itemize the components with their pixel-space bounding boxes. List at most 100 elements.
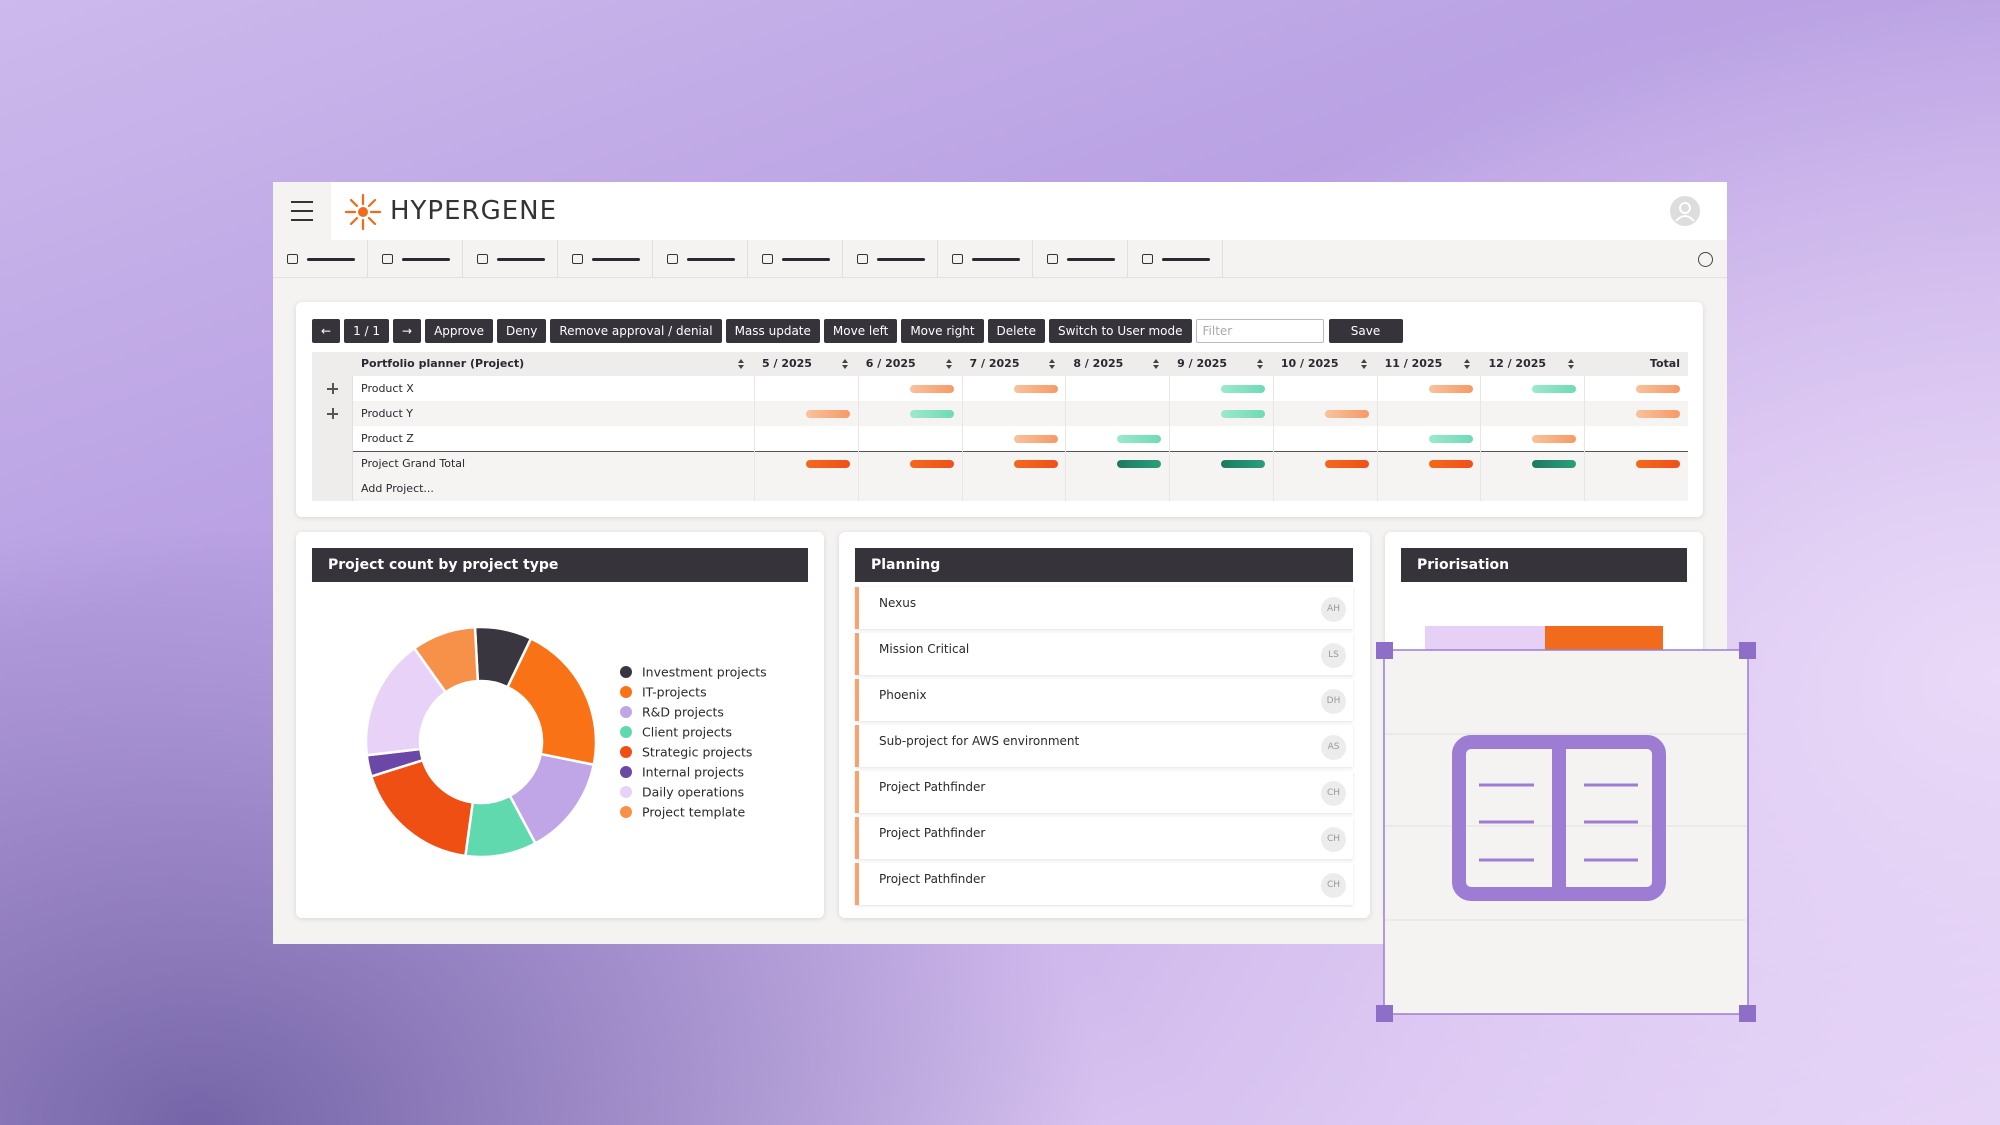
cell-divider xyxy=(1065,476,1067,501)
planning-item[interactable]: Mission Critical LS xyxy=(855,633,1353,675)
nav-label-bar xyxy=(972,258,1020,261)
gantt-bar xyxy=(1636,385,1681,393)
item-name: Project Pathfinder xyxy=(879,780,986,794)
module-nav xyxy=(273,240,1727,278)
sort-icon[interactable] xyxy=(1360,359,1367,363)
sort-icon[interactable] xyxy=(1256,365,1263,369)
item-avatar: AH xyxy=(1321,597,1346,622)
menu-button[interactable] xyxy=(273,182,331,240)
expand-icon[interactable] xyxy=(332,383,334,394)
planning-item[interactable]: Project Pathfinder CH xyxy=(855,817,1353,859)
toolbar-button[interactable]: Delete xyxy=(987,319,1045,343)
cell-divider xyxy=(754,476,755,501)
nav-icon xyxy=(382,254,393,264)
sort-icon[interactable] xyxy=(1049,365,1056,369)
sort-icon[interactable] xyxy=(1464,359,1471,363)
row-gutter xyxy=(312,451,353,476)
nav-item[interactable] xyxy=(463,240,558,278)
nav-item[interactable] xyxy=(1128,240,1223,278)
donut-chart: Investment projects IT-projects R&D projec… xyxy=(364,625,767,859)
sort-icon[interactable] xyxy=(841,365,848,369)
toolbar-button[interactable]: → xyxy=(393,319,422,343)
planning-item[interactable]: Nexus AH xyxy=(855,587,1353,629)
planner-table: Portfolio planner (Project) 5 / 2025 6 / 2… xyxy=(312,352,1688,502)
nav-label-bar xyxy=(1162,258,1210,261)
gantt-bar xyxy=(1532,460,1577,468)
cell-divider xyxy=(857,426,859,451)
nav-label-bar xyxy=(592,258,640,261)
cell-divider xyxy=(1065,401,1067,426)
sort-icon[interactable] xyxy=(1568,359,1575,363)
sort-icon[interactable] xyxy=(1256,359,1263,363)
nav-item[interactable] xyxy=(938,240,1033,278)
row-label[interactable]: Add Project... xyxy=(361,482,434,495)
column-header: 8 / 2025 xyxy=(1073,357,1124,370)
sort-icon[interactable] xyxy=(738,365,744,369)
sort-icon[interactable] xyxy=(841,359,848,363)
nav-item[interactable] xyxy=(1033,240,1128,278)
cell-divider xyxy=(1584,376,1586,401)
toolbar-button[interactable]: Mass update xyxy=(725,319,820,343)
cell-divider xyxy=(1480,426,1482,451)
nav-icon xyxy=(477,254,488,264)
user-avatar[interactable] xyxy=(1669,195,1701,227)
item-avatar: CH xyxy=(1321,781,1346,806)
nav-item[interactable] xyxy=(558,240,653,278)
toolbar-button[interactable]: Remove approval / denial xyxy=(550,319,722,343)
filter-input[interactable]: Filter xyxy=(1195,319,1324,343)
gantt-bar xyxy=(1532,435,1577,443)
nav-item[interactable] xyxy=(368,240,463,278)
gantt-bar xyxy=(1636,410,1681,418)
gantt-bar xyxy=(1428,385,1473,393)
save-button[interactable]: Save xyxy=(1328,319,1403,343)
legend-swatch xyxy=(620,706,632,718)
legend-label: Strategic projects xyxy=(642,745,752,760)
cell-divider xyxy=(1272,451,1274,476)
toolbar-button[interactable]: Deny xyxy=(497,319,547,343)
overlay-widget xyxy=(1376,642,1756,1022)
toolbar-button[interactable]: Approve xyxy=(425,319,494,343)
cell-divider xyxy=(1272,426,1274,451)
toolbar-button[interactable]: Switch to User mode xyxy=(1048,319,1192,343)
collapse-button[interactable] xyxy=(1698,252,1713,267)
logo xyxy=(344,193,382,231)
sort-icon[interactable] xyxy=(1153,365,1160,369)
cell-divider xyxy=(1065,376,1067,401)
sort-icon[interactable] xyxy=(1464,365,1471,369)
cell-divider xyxy=(1480,451,1482,476)
gantt-bar xyxy=(1117,460,1162,468)
toolbar-button[interactable]: 1 / 1 xyxy=(344,319,390,343)
sort-icon[interactable] xyxy=(945,359,952,363)
app-window: HYPERGENE ← 1 / 1 → Approve Deny Remove appro… xyxy=(273,182,1727,944)
legend-swatch xyxy=(620,786,632,798)
planning-item[interactable]: Sub-project for AWS environment AS xyxy=(855,725,1353,767)
nav-item[interactable] xyxy=(843,240,938,278)
cell-divider xyxy=(857,476,859,501)
expand-icon[interactable] xyxy=(332,408,334,419)
nav-item[interactable] xyxy=(748,240,843,278)
sort-icon[interactable] xyxy=(738,359,744,363)
toolbar-button[interactable]: Move left xyxy=(823,319,898,343)
table-row xyxy=(312,451,1688,476)
planning-list: Nexus AH Mission Critical LS Phoenix DH Sub-pr… xyxy=(855,587,1353,907)
cell-divider xyxy=(1376,426,1378,451)
sort-icon[interactable] xyxy=(945,365,952,369)
cell-divider xyxy=(1272,376,1274,401)
toolbar-button[interactable]: Move right xyxy=(901,319,984,343)
planning-item[interactable]: Project Pathfinder CH xyxy=(855,771,1353,813)
sort-icon[interactable] xyxy=(1568,365,1575,369)
planning-item[interactable]: Project Pathfinder CH xyxy=(855,863,1353,905)
planning-item[interactable]: Phoenix DH xyxy=(855,679,1353,721)
brand: HYPERGENE xyxy=(390,196,558,226)
nav-item[interactable] xyxy=(653,240,748,278)
sort-icon[interactable] xyxy=(1360,365,1367,369)
button-row: ← 1 / 1 → Approve Deny Remove approval / deni… xyxy=(312,319,1403,343)
nav-item[interactable] xyxy=(273,240,368,278)
toolbar-button[interactable]: ← xyxy=(312,319,341,343)
nav-label-bar xyxy=(307,258,355,261)
nav-icon xyxy=(857,254,868,264)
cell-divider xyxy=(1169,401,1171,426)
sort-icon[interactable] xyxy=(1153,359,1160,363)
sort-icon[interactable] xyxy=(1049,359,1056,363)
cell-divider xyxy=(1376,451,1378,476)
